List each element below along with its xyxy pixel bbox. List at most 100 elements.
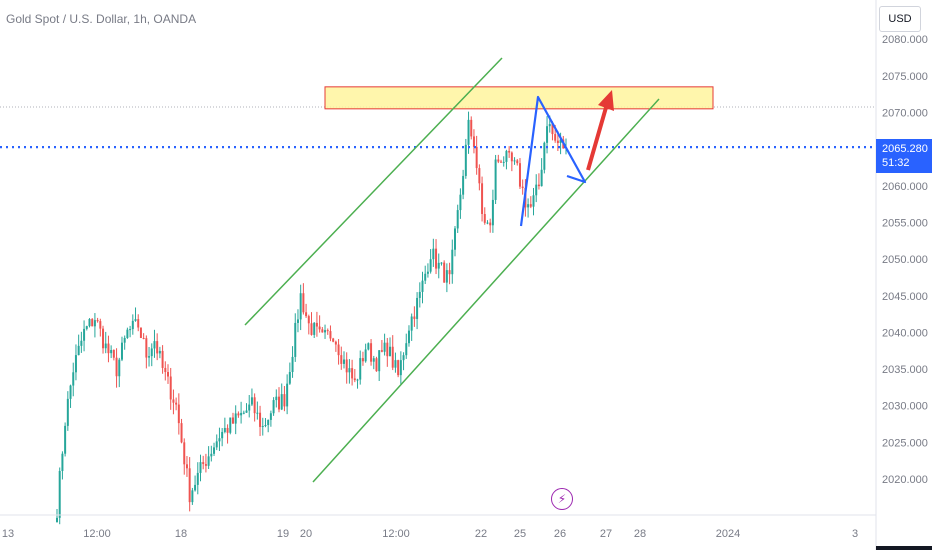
candle-body bbox=[148, 356, 151, 358]
candle-body bbox=[107, 343, 110, 354]
candle-body bbox=[194, 484, 197, 491]
candle-body bbox=[389, 346, 392, 357]
candle-body bbox=[248, 404, 251, 411]
lightning-icon[interactable]: ⚡ bbox=[551, 488, 573, 510]
candle-body bbox=[104, 343, 107, 349]
candle-body bbox=[283, 394, 286, 407]
candle-body bbox=[551, 124, 554, 135]
x-tick-label: 19 bbox=[277, 528, 289, 540]
candle-body bbox=[559, 139, 562, 144]
x-tick-label: 27 bbox=[600, 528, 612, 540]
candle-body bbox=[77, 345, 80, 356]
candle-body bbox=[213, 447, 216, 454]
candle-body bbox=[361, 358, 364, 362]
candle-body bbox=[394, 360, 397, 368]
projection-arrow-head bbox=[598, 90, 614, 111]
candle-body bbox=[185, 464, 188, 469]
candle-body bbox=[486, 222, 489, 224]
candle-body bbox=[432, 248, 435, 260]
candle-body bbox=[313, 322, 316, 335]
candle-body bbox=[500, 161, 503, 163]
candle-body bbox=[502, 161, 505, 163]
x-tick-label: 20 bbox=[300, 528, 312, 540]
y-tick-label: 2070.000 bbox=[882, 108, 928, 120]
candle-body bbox=[275, 396, 278, 401]
candle-body bbox=[429, 259, 432, 272]
candle-body bbox=[291, 356, 294, 372]
candle-body bbox=[172, 399, 175, 403]
candle-body bbox=[472, 136, 475, 147]
candle-body bbox=[367, 343, 370, 350]
candle-body bbox=[175, 402, 178, 405]
candle-body bbox=[120, 342, 123, 360]
candle-body bbox=[435, 248, 438, 269]
candle-body bbox=[505, 150, 508, 162]
x-tick-label: 22 bbox=[475, 528, 487, 540]
candle-body bbox=[413, 316, 416, 319]
candle-body bbox=[296, 319, 299, 323]
candle-body bbox=[424, 273, 427, 281]
candle-body bbox=[145, 338, 148, 358]
candle-body bbox=[280, 394, 283, 410]
candle-body bbox=[150, 348, 153, 357]
candle-body bbox=[445, 270, 448, 283]
candle-body bbox=[518, 163, 521, 187]
candle-body bbox=[134, 319, 137, 321]
candle-body bbox=[191, 490, 194, 503]
candle-body bbox=[118, 359, 121, 377]
candle-body bbox=[478, 168, 481, 184]
candle-body bbox=[218, 438, 221, 442]
candle-body bbox=[556, 140, 559, 144]
x-tick-label: 12:00 bbox=[83, 528, 111, 540]
candle-body bbox=[256, 412, 259, 414]
candle-body bbox=[481, 183, 484, 214]
candle-body bbox=[102, 328, 105, 349]
candle-body bbox=[80, 340, 83, 346]
candle-body bbox=[453, 228, 456, 250]
channel-upper-line bbox=[244, 57, 503, 326]
candle-body bbox=[199, 462, 202, 473]
candle-body bbox=[129, 329, 132, 331]
resistance-zone bbox=[324, 86, 714, 110]
candle-body bbox=[483, 213, 486, 223]
candle-body bbox=[405, 343, 408, 356]
candle-body bbox=[470, 119, 473, 137]
candle-body bbox=[351, 368, 354, 379]
candle-body bbox=[521, 186, 524, 188]
y-tick-label: 2035.000 bbox=[882, 364, 928, 376]
candle-body bbox=[489, 222, 492, 226]
candle-body bbox=[546, 126, 549, 143]
candle-body bbox=[418, 291, 421, 298]
candle-body bbox=[267, 419, 270, 426]
candle-body bbox=[272, 400, 275, 414]
candle-body bbox=[375, 358, 378, 372]
candle-body bbox=[264, 425, 267, 427]
candle-body bbox=[74, 355, 77, 373]
candle-body bbox=[137, 319, 140, 328]
candle-body bbox=[310, 323, 313, 335]
candle-body bbox=[332, 338, 335, 342]
candle-body bbox=[491, 199, 494, 226]
candle-body bbox=[250, 397, 253, 405]
candle-body bbox=[123, 337, 126, 343]
candle-body bbox=[497, 159, 500, 162]
candle-body bbox=[221, 431, 224, 439]
currency-button[interactable]: USD bbox=[879, 6, 921, 32]
candle-body bbox=[259, 412, 262, 427]
last-price-value: 2065.280 bbox=[882, 143, 928, 155]
candle-body bbox=[467, 119, 470, 145]
candle-body bbox=[139, 327, 142, 338]
candle-body bbox=[85, 326, 88, 329]
candle-body bbox=[554, 134, 557, 141]
candle-body bbox=[386, 342, 389, 357]
candle-body bbox=[407, 330, 410, 344]
candle-body bbox=[183, 442, 186, 465]
candle-body bbox=[202, 462, 205, 465]
x-tick-label: 18 bbox=[175, 528, 187, 540]
zigzag-pattern bbox=[519, 95, 587, 227]
candle-body bbox=[237, 413, 240, 416]
candle-body bbox=[459, 194, 462, 211]
candle-body bbox=[110, 350, 113, 354]
candle-body bbox=[342, 359, 345, 364]
